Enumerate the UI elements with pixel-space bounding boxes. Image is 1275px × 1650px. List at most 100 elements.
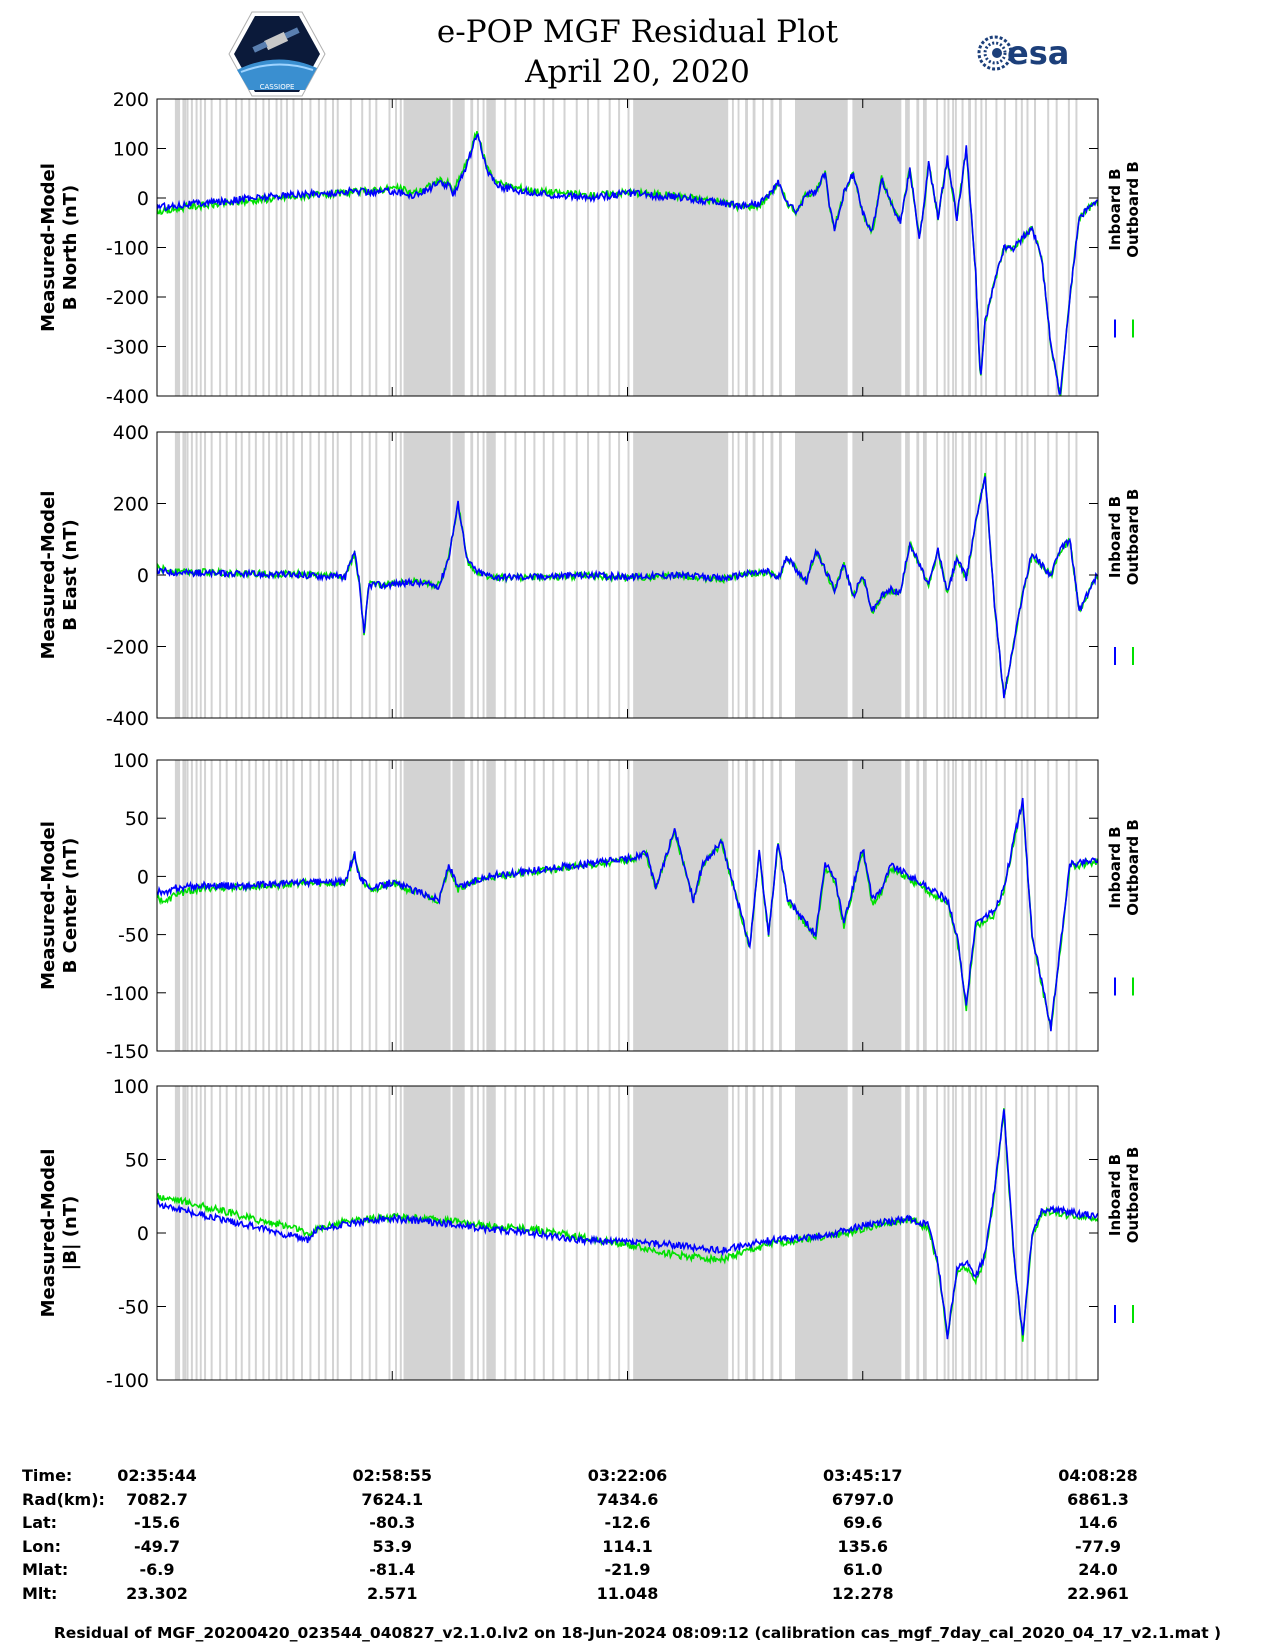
info-cell: 7624.1	[361, 1489, 424, 1509]
esa-logo: esa	[977, 34, 1069, 72]
eclipse-shade-block	[176, 432, 181, 718]
eclipse-shade-block	[968, 99, 971, 396]
legend-inboard-label: Inboard B	[1106, 826, 1124, 908]
eclipse-shade-line	[482, 1086, 485, 1380]
eclipse-shade-block	[470, 432, 474, 718]
eclipse-shade-line	[240, 760, 243, 1051]
eclipse-shade-line	[280, 760, 283, 1051]
eclipse-shade-block	[633, 760, 729, 1051]
eclipse-shade-line	[618, 99, 621, 396]
eclipse-shade-block	[737, 1086, 740, 1380]
info-cell: 69.6	[843, 1513, 883, 1532]
panel-plot-area	[157, 432, 1098, 718]
eclipse-shade-line	[399, 1086, 402, 1380]
eclipse-shade-line	[235, 760, 238, 1051]
eclipse-shade-line	[608, 760, 611, 1051]
eclipse-shade-line	[248, 760, 251, 1051]
info-row-label: Rad(km):	[22, 1489, 105, 1509]
y-tick-label: -150	[106, 1041, 149, 1063]
eclipse-shade-line	[608, 99, 611, 396]
eclipse-shade-line	[174, 1086, 177, 1380]
eclipse-shade-line	[523, 99, 526, 396]
eclipse-shade-block	[922, 432, 927, 718]
eclipse-shade-line	[204, 1086, 207, 1380]
eclipse-shade-line	[1020, 1086, 1023, 1380]
info-cell: -6.9	[139, 1560, 175, 1579]
eclipse-shade-line	[235, 432, 238, 718]
eclipse-shade-line	[248, 432, 251, 718]
eclipse-shade-block	[770, 1086, 774, 1380]
eclipse-shade-line	[482, 760, 485, 1051]
eclipse-shade-line	[1015, 1086, 1018, 1380]
eclipse-shade-line	[1047, 1086, 1050, 1380]
eclipse-shade-line	[210, 1086, 213, 1380]
eclipse-shade-line	[388, 760, 391, 1051]
eclipse-shade-line	[182, 760, 185, 1051]
y-tick-label: -100	[106, 983, 149, 1005]
series-inboard-b-line	[157, 132, 1098, 395]
y-tick-label: 100	[113, 139, 149, 161]
eclipse-shade-block	[633, 1086, 729, 1380]
eclipse-shade-line	[1026, 99, 1029, 396]
eclipse-shade-block	[752, 99, 756, 396]
eclipse-shade-line	[980, 1086, 983, 1380]
eclipse-shade-block	[762, 1086, 764, 1380]
eclipse-shade-line	[575, 1086, 578, 1380]
eclipse-shade-line	[184, 99, 187, 396]
eclipse-shade-line	[254, 760, 257, 1051]
eclipse-shade-block	[905, 432, 910, 718]
eclipse-shade-line	[456, 760, 459, 1051]
chart-title: e-POP MGF Residual Plot April 20, 2020	[0, 12, 1275, 92]
eclipse-shade-line	[980, 99, 983, 396]
eclipse-shade-block	[745, 760, 748, 1051]
y-tick-label: 0	[137, 188, 149, 210]
eclipse-shade-block	[745, 99, 748, 396]
eclipse-shade-line	[336, 760, 339, 1051]
info-row-label: Lat:	[22, 1513, 58, 1532]
eclipse-shade-line	[195, 1086, 198, 1380]
eclipse-shade-block	[905, 1086, 910, 1380]
eclipse-shade-line	[184, 1086, 187, 1380]
eclipse-shade-line	[399, 760, 402, 1051]
eclipse-shade-block	[403, 99, 451, 396]
eclipse-shade-line	[974, 1086, 977, 1380]
eclipse-shade-line	[587, 760, 590, 1051]
eclipse-shade-line	[324, 1086, 327, 1380]
y-tick-label: 0	[137, 866, 149, 888]
eclipse-shade-line	[563, 99, 566, 396]
eclipse-shade-line	[182, 99, 185, 396]
eclipse-shade-line	[1067, 1086, 1070, 1380]
eclipse-shade-line	[597, 99, 600, 396]
eclipse-shade-line	[219, 99, 222, 396]
eclipse-shade-block	[762, 99, 764, 396]
eclipse-shade-line	[275, 760, 278, 1051]
legend: Inboard B Outboard B	[1106, 819, 1142, 996]
eclipse-shade-block	[745, 1086, 748, 1380]
eclipse-shade-line	[292, 760, 295, 1051]
eclipse-shade-line	[514, 760, 517, 1051]
eclipse-shade-block	[779, 1086, 782, 1380]
eclipse-shade-line	[1055, 1086, 1058, 1380]
eclipse-shade-block	[186, 99, 189, 396]
eclipse-shade-line	[1034, 1086, 1037, 1380]
eclipse-shade-block	[916, 1086, 920, 1380]
y-tick-label: 200	[113, 89, 149, 111]
y-tick-label: 400	[113, 422, 149, 444]
eclipse-shade-line	[974, 99, 977, 396]
eclipse-shade-block	[186, 1086, 189, 1380]
legend-outboard-label: Outboard B	[1124, 1147, 1142, 1244]
eclipse-shade-line	[300, 760, 303, 1051]
panel-1: 200 100 0 -100 -200 -300 -400 Measured-ModelB N…	[38, 89, 1142, 408]
legend-outboard-label: Outboard B	[1124, 819, 1142, 916]
eclipse-shade-line	[368, 432, 371, 718]
eclipse-shade-line	[563, 760, 566, 1051]
eclipse-shade-line	[375, 760, 378, 1051]
info-row-label: Mlat:	[22, 1560, 69, 1579]
eclipse-shade-line	[268, 99, 271, 396]
info-cell: 2.571	[366, 1583, 418, 1603]
eclipse-shade-line	[1015, 432, 1018, 718]
cassiope-logo-text: CASSIOPE	[260, 83, 295, 91]
eclipse-shade-line	[952, 99, 955, 396]
eclipse-shade-line	[542, 432, 545, 718]
eclipse-shade-block	[470, 1086, 474, 1380]
